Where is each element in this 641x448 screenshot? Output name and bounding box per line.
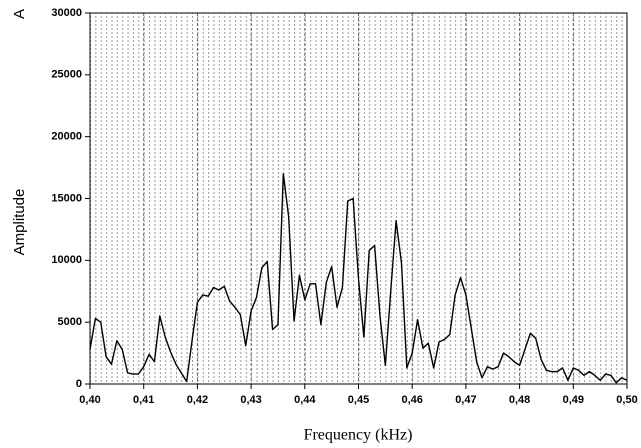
x-axis-label: Frequency (kHz) [304, 427, 413, 444]
x-tick-label: 0,49 [563, 394, 584, 406]
annotation: A [11, 9, 28, 19]
x-tick-label: 0,47 [455, 394, 476, 406]
x-tick-label: 0,44 [294, 394, 316, 406]
x-tick-label: 0,45 [348, 394, 369, 406]
data-line [89, 173, 628, 384]
y-tick-label: 25000 [51, 69, 82, 81]
y-tick-label: 20000 [51, 131, 82, 143]
y-axis-label: Amplitude [11, 189, 28, 256]
y-tick-label: 10000 [51, 254, 82, 266]
x-tick-label: 0,40 [79, 394, 100, 406]
y-tick-label: 30000 [51, 7, 82, 19]
x-tick-label: 0,46 [401, 394, 422, 406]
y-tick-label: 5000 [58, 316, 82, 328]
y-tick-label: 15000 [51, 192, 82, 204]
x-tick-label: 0,43 [240, 394, 261, 406]
x-tick-label: 0,42 [187, 394, 208, 406]
x-tick-label: 0,41 [133, 394, 154, 406]
x-tick-label: 0,50 [616, 394, 637, 406]
x-tick-label: 0,48 [509, 394, 530, 406]
y-tick-label: 0 [76, 378, 82, 390]
